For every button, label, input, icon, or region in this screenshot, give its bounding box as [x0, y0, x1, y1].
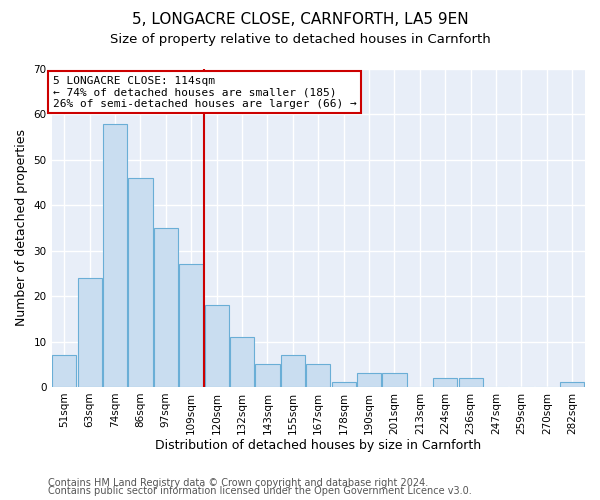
Bar [332, 382, 356, 387]
Bar [103, 124, 127, 387]
Bar [357, 374, 381, 387]
Bar [179, 264, 203, 387]
Bar [230, 337, 254, 387]
Bar [52, 355, 76, 387]
Bar [205, 305, 229, 387]
Bar [306, 364, 331, 387]
Text: 5, LONGACRE CLOSE, CARNFORTH, LA5 9EN: 5, LONGACRE CLOSE, CARNFORTH, LA5 9EN [131, 12, 469, 28]
Y-axis label: Number of detached properties: Number of detached properties [15, 130, 28, 326]
Bar [128, 178, 152, 387]
Text: Contains HM Land Registry data © Crown copyright and database right 2024.: Contains HM Land Registry data © Crown c… [48, 478, 428, 488]
Bar [154, 228, 178, 387]
Bar [433, 378, 457, 387]
Bar [458, 378, 483, 387]
Text: 5 LONGACRE CLOSE: 114sqm
← 74% of detached houses are smaller (185)
26% of semi-: 5 LONGACRE CLOSE: 114sqm ← 74% of detach… [53, 76, 356, 109]
Bar [382, 374, 407, 387]
Text: Size of property relative to detached houses in Carnforth: Size of property relative to detached ho… [110, 32, 490, 46]
Bar [256, 364, 280, 387]
X-axis label: Distribution of detached houses by size in Carnforth: Distribution of detached houses by size … [155, 440, 481, 452]
Bar [560, 382, 584, 387]
Bar [281, 355, 305, 387]
Bar [77, 278, 102, 387]
Text: Contains public sector information licensed under the Open Government Licence v3: Contains public sector information licen… [48, 486, 472, 496]
